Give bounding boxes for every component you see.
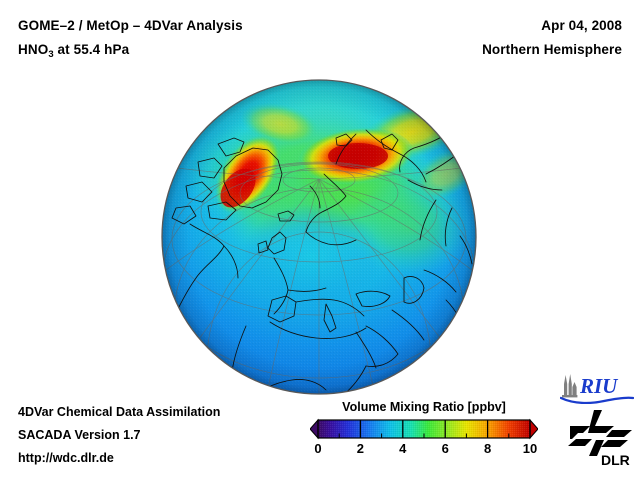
globe-map	[160, 78, 478, 396]
dlr-logo: DLR	[568, 409, 634, 468]
colorbar-tick-label: 0	[314, 441, 322, 456]
colorbar: Volume Mixing Ratio [ppbv] 0 2 4 6 8 10	[310, 400, 538, 461]
dlr-wordmark: DLR	[601, 452, 630, 467]
colorbar-tick-labels: 0 2 4 6 8 10	[310, 441, 538, 461]
dlr-mark-icon	[568, 410, 632, 456]
species-name: HNO	[18, 42, 49, 57]
colorbar-tick-label: 10	[522, 441, 538, 456]
assimilation-label: 4DVar Chemical Data Assimilation	[18, 405, 221, 419]
colorbar-tick-label: 6	[441, 441, 449, 456]
cathedral-icon	[562, 374, 578, 398]
colorbar-title: Volume Mixing Ratio [ppbv]	[342, 400, 506, 414]
colorbar-tick-label: 8	[483, 441, 492, 456]
globe-outline	[161, 79, 477, 395]
species-subscript: 3	[48, 49, 54, 60]
colorbar-tick-label: 2	[356, 441, 365, 456]
page-title: GOME–2 / MetOp – 4DVar Analysis	[18, 18, 243, 33]
version-label: SACADA Version 1.7	[18, 428, 141, 442]
colorbar-tick-label: 4	[399, 441, 407, 456]
riu-logo: RIU	[559, 371, 635, 405]
region-label: Northern Hemisphere	[482, 42, 622, 57]
riu-swoosh	[559, 396, 635, 405]
colorbar-scale	[310, 418, 538, 440]
colorbar-under-arrow	[310, 418, 319, 440]
pressure-level: at 55.4 hPa	[53, 42, 130, 57]
date-label: Apr 04, 2008	[541, 18, 622, 33]
colorbar-ticks	[317, 420, 531, 438]
species-level-label: HNO3 at 55.4 hPa	[18, 42, 129, 60]
colorbar-over-arrow	[529, 418, 538, 440]
wdc-url-label: http://wdc.dlr.de	[18, 451, 114, 465]
riu-wordmark: RIU	[579, 374, 619, 398]
